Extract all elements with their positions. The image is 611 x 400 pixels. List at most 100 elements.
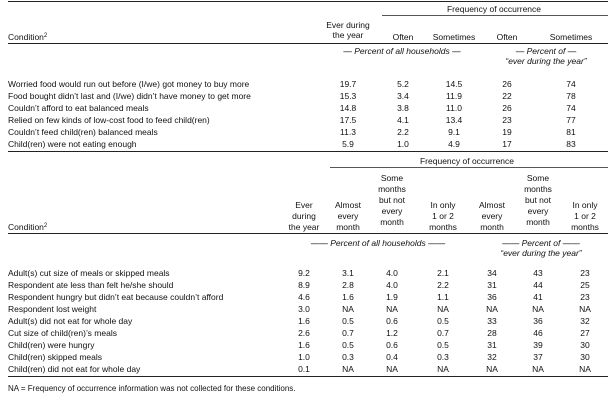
t2-only-heading-1: In only — [430, 200, 456, 210]
t2-almost2-heading-3: month — [480, 222, 504, 232]
t2-some-heading-5: month — [380, 217, 404, 227]
t2-some-heading-3: but not — [379, 195, 405, 205]
t1-row-label: Couldn’t feed child(ren) balanced meals — [8, 127, 158, 137]
t2-row-label: Child(ren) were hungry — [8, 340, 95, 350]
t1-row-sometimes-pct: 74 — [566, 103, 576, 113]
t2-only-heading-2: 1 or 2 — [432, 211, 454, 221]
t2-some2-heading-2: months — [524, 184, 552, 194]
t2-row-almost-pct: 31 — [487, 340, 497, 350]
t2-row-some-pct: 41 — [533, 292, 543, 302]
t1-often2-heading: Often — [496, 32, 518, 42]
t1-pct-all-text: Percent of all households — [354, 46, 450, 56]
t2-some-heading-2: months — [378, 184, 406, 194]
t1-row-sometimes-pct: 74 — [566, 79, 576, 89]
t1-row-sometimes: 11.0 — [446, 103, 462, 113]
t2-row-some-pct: 37 — [533, 352, 543, 362]
t2-row-some-pct: 43 — [533, 268, 543, 278]
t2-row-almost: 3.1 — [342, 268, 354, 278]
t2-row-only: 0.7 — [437, 328, 449, 338]
t1-row-label: Worried food would run out before (I/we)… — [8, 79, 250, 89]
t2-condition-heading: Condition2 — [8, 222, 47, 232]
t2-row-only-pct: 25 — [580, 280, 590, 290]
t2-only-heading-3: months — [429, 222, 457, 232]
t2-row-almost-pct: 32 — [487, 352, 497, 362]
t2-row-almost-pct: 28 — [487, 328, 497, 338]
table1-bottom-rule — [8, 151, 608, 152]
t2-row-almost-pct: 31 — [487, 280, 497, 290]
t2-row-only: 0.5 — [437, 340, 449, 350]
t2-row-almost: 2.8 — [342, 280, 354, 290]
t2-almost-heading-3: month — [336, 222, 360, 232]
table2-bottom-rule — [8, 376, 608, 377]
t2-row-only: NA — [437, 364, 449, 374]
t1-row-label: Child(ren) were not eating enough — [8, 139, 137, 149]
t1-row-sometimes-pct: 83 — [566, 139, 576, 149]
t2-row-only: 2.1 — [437, 268, 449, 278]
t2-row-only-pct: NA — [579, 364, 591, 374]
t2-row-ever: 1.6 — [298, 316, 310, 326]
t1-row-often: 1.0 — [397, 139, 409, 149]
t2-row-label: Cut size of child(ren)’s meals — [8, 328, 117, 338]
t1-row-often-pct: 22 — [502, 91, 512, 101]
t2-condition-footnote: 2 — [43, 223, 48, 229]
t2-row-some-pct: NA — [532, 364, 544, 374]
t2-row-almost: 0.3 — [342, 352, 354, 362]
t1-row-label: Couldn’t afford to eat balanced meals — [8, 103, 149, 113]
t1-condition-heading: Condition2 — [8, 32, 47, 42]
t2-row-ever: 0.1 — [298, 364, 310, 374]
t2-row-label: Child(ren) skipped meals — [8, 352, 103, 362]
t2-row-almost: 0.5 — [342, 316, 354, 326]
t2-some2-heading-5: month — [526, 217, 550, 227]
t2-some2-heading-4: every — [527, 206, 549, 216]
t2-row-label: Respondent ate less than felt he/she sho… — [8, 280, 174, 290]
t2-row-only-pct: 32 — [580, 316, 590, 326]
t1-pct-ever-caption-1: — Percent of — — [515, 46, 577, 56]
t1-row-often: 4.1 — [397, 115, 409, 125]
t1-row-ever: 5.9 — [342, 139, 354, 149]
t2-row-some: 0.4 — [386, 352, 398, 362]
t2-row-label: Respondent lost weight — [8, 304, 97, 314]
t1-row-sometimes-pct: 77 — [566, 115, 576, 125]
t2-row-some: 0.6 — [386, 316, 398, 326]
t1-row-often-pct: 26 — [502, 79, 512, 89]
t2-row-some-pct: 39 — [533, 340, 543, 350]
t1-row-sometimes: 14.5 — [445, 79, 463, 89]
t1-pct-ever-text-1: Percent of — [526, 46, 566, 56]
t2-row-only-pct: 23 — [580, 268, 590, 278]
t2-row-only-pct: NA — [579, 304, 591, 314]
t2-row-only: 1.1 — [437, 292, 449, 302]
t2-row-ever: 2.6 — [298, 328, 310, 338]
t1-row-sometimes-pct: 81 — [566, 127, 576, 137]
t2-row-ever: 9.2 — [298, 268, 310, 278]
t2-row-some: NA — [386, 304, 398, 314]
t2-only2-heading-3: months — [571, 222, 599, 232]
t2-only2-heading-2: 1 or 2 — [574, 211, 596, 221]
t1-row-label: Relied on few kinds of low-cost food to … — [8, 115, 210, 125]
t2-freq-heading: Frequency of occurrence — [419, 156, 515, 166]
t2-freq-rule — [330, 167, 608, 168]
t2-some-heading-4: every — [381, 206, 403, 216]
t1-row-sometimes: 13.4 — [445, 115, 463, 125]
t2-ever-heading-1: Ever — [295, 200, 313, 210]
t1-condition-footnote: 2 — [43, 33, 48, 39]
t1-row-often-pct: 23 — [502, 115, 512, 125]
t1-row-ever: 17.5 — [339, 115, 357, 125]
t2-row-almost: NA — [342, 364, 354, 374]
t2-pct-ever-caption-1: —— Percent of —— — [502, 238, 580, 248]
t1-sometimes2-heading: Sometimes — [549, 32, 593, 42]
t1-pct-all-caption: — Percent of all households — — [343, 46, 461, 56]
t2-header-rule — [8, 233, 608, 234]
t2-row-only-pct: 30 — [580, 352, 590, 362]
t2-row-label: Respondent hungry but didn’t eat because… — [8, 292, 224, 302]
t2-row-label: Child(ren) did not eat for whole day — [8, 364, 141, 374]
t2-pct-all-text: Percent of all households — [330, 238, 426, 248]
t2-row-only: NA — [437, 304, 449, 314]
t1-ever-heading-2: the year — [332, 30, 364, 40]
table1-top-rule — [8, 1, 608, 2]
t1-header-rule — [8, 43, 608, 44]
t1-row-ever: 19.7 — [339, 79, 357, 89]
t2-almost2-heading-1: Almost — [479, 200, 505, 210]
t2-almost-heading-1: Almost — [335, 200, 361, 210]
t2-row-some-pct: NA — [532, 304, 544, 314]
t2-pct-all-caption: —— Percent of all households —— — [310, 238, 446, 248]
